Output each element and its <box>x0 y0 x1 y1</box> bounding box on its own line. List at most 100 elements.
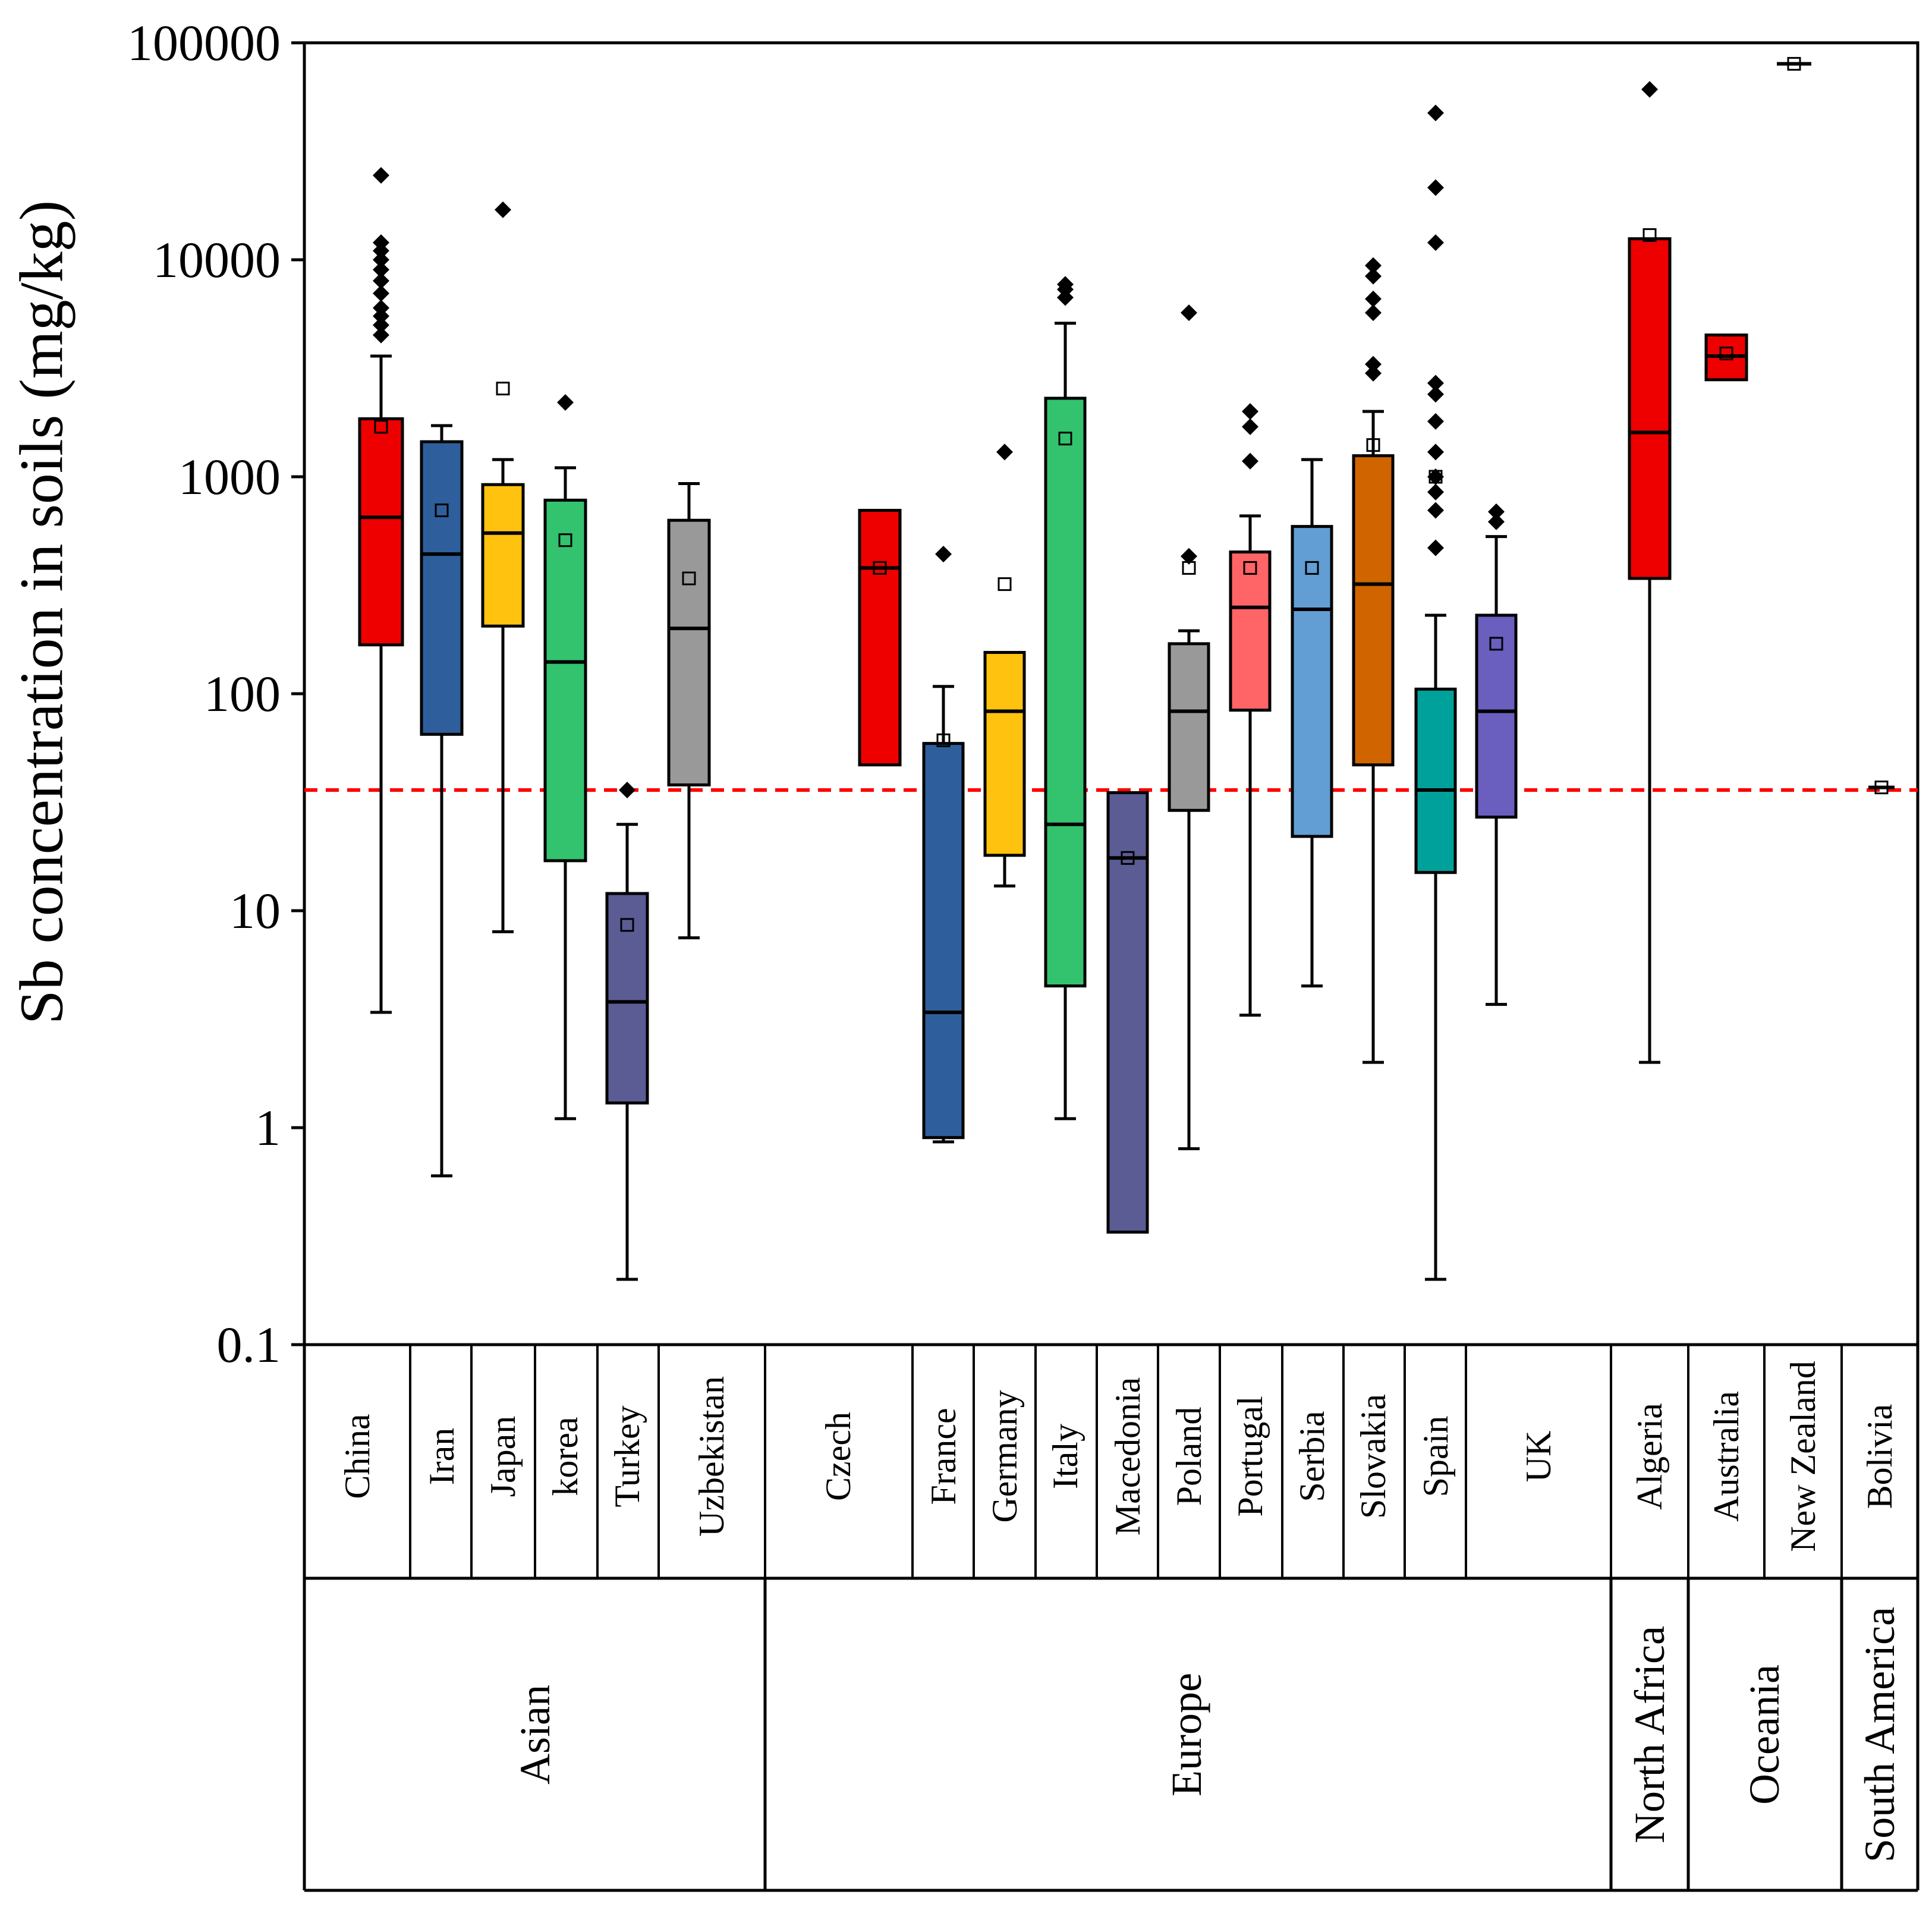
outlier-point <box>373 234 389 251</box>
box-czech <box>858 509 902 767</box>
country-label: China <box>338 1414 377 1499</box>
mean-marker <box>1489 637 1503 651</box>
mean-marker <box>1121 851 1135 865</box>
country-label: Czech <box>819 1412 858 1501</box>
mean-marker <box>1642 228 1657 242</box>
region-label: Oceania <box>1741 1664 1788 1805</box>
y-tick-label: 1 <box>255 1099 281 1156</box>
outlier-point <box>373 299 389 316</box>
outlier-point <box>619 781 635 798</box>
country-label: Spain <box>1416 1416 1455 1497</box>
country-label: Poland <box>1169 1407 1209 1506</box>
box-korea <box>543 498 587 863</box>
mean-marker <box>1787 56 1801 71</box>
outlier-point <box>1488 513 1505 530</box>
mean-marker <box>873 561 887 575</box>
outlier-point <box>1181 304 1197 322</box>
outlier-point <box>1242 418 1258 435</box>
outlier-point <box>373 261 389 278</box>
mean-marker <box>374 420 388 434</box>
box-germany <box>983 651 1026 857</box>
box-turkey <box>605 892 649 1104</box>
region-label: Asian <box>511 1685 559 1785</box>
mean-marker <box>936 733 951 747</box>
mean-marker <box>558 533 572 547</box>
box-france <box>922 742 965 1140</box>
region-label: Europe <box>1163 1673 1210 1796</box>
outlier-point <box>1365 364 1382 382</box>
y-tick-label: 100000 <box>127 14 281 71</box>
outlier-point <box>1365 304 1382 322</box>
outlier-point <box>1641 81 1658 98</box>
country-label: Algeria <box>1630 1403 1669 1510</box>
y-tick-label: 10 <box>229 882 281 939</box>
outlier-point <box>1365 290 1382 307</box>
box-algeria <box>1628 237 1672 580</box>
mean-marker <box>1874 781 1889 795</box>
box-uzbekistan <box>667 518 711 786</box>
outlier-point <box>557 394 574 411</box>
country-label: korea <box>546 1417 585 1496</box>
outlier-point <box>1181 547 1197 565</box>
mean-marker <box>1305 561 1319 575</box>
outlier-point <box>1365 268 1382 285</box>
country-label: France <box>924 1408 963 1505</box>
outlier-point <box>1427 179 1444 196</box>
country-label: UK <box>1519 1431 1558 1483</box>
outlier-point <box>1427 539 1444 556</box>
box-uk <box>1475 613 1518 819</box>
outlier-point <box>1427 386 1444 403</box>
mean-marker <box>620 918 634 932</box>
country-label: Uzbekistan <box>692 1376 731 1537</box>
country-label: Serbia <box>1292 1411 1332 1502</box>
mean-marker <box>1058 432 1072 446</box>
outlier-point <box>1488 503 1505 520</box>
box-iran <box>420 440 464 736</box>
y-tick-label: 0.1 <box>217 1316 281 1373</box>
outlier-point <box>1427 468 1444 485</box>
y-axis-title: Sb concentration in soils (mg/kg) <box>8 200 76 1024</box>
y-tick-label: 10000 <box>153 231 281 288</box>
outlier-point <box>935 546 952 563</box>
outlier-point <box>996 443 1013 461</box>
mean-marker <box>998 577 1012 591</box>
box-italy <box>1044 396 1087 988</box>
y-tick-label: 100 <box>204 665 281 722</box>
country-label: Portugal <box>1231 1396 1270 1516</box>
mean-marker <box>1366 438 1380 452</box>
outlier-point <box>373 251 389 268</box>
outlier-point <box>495 201 511 218</box>
outlier-point <box>1365 257 1382 274</box>
country-label: Iran <box>422 1428 461 1486</box>
mean-marker <box>1719 347 1733 361</box>
country-label: Italy <box>1046 1424 1085 1489</box>
country-label: Japan <box>483 1416 523 1497</box>
region-label: South America <box>1856 1607 1903 1862</box>
outlier-point <box>373 326 389 344</box>
mean-marker <box>435 504 449 518</box>
outlier-point <box>1242 403 1258 420</box>
country-label: Macedonia <box>1108 1377 1147 1536</box>
outlier-point <box>1427 234 1444 251</box>
country-label: Turkey <box>608 1405 647 1507</box>
country-label: Slovakia <box>1354 1394 1393 1519</box>
box-spain <box>1414 687 1457 874</box>
outlier-point <box>1427 443 1444 461</box>
outlier-point <box>1427 105 1444 122</box>
box-serbia <box>1291 525 1333 838</box>
box-slovakia <box>1352 454 1395 767</box>
mean-marker <box>682 571 696 586</box>
outlier-point <box>1427 413 1444 430</box>
outlier-point <box>1427 483 1444 501</box>
outlier-point <box>373 272 389 289</box>
country-label: Bolivia <box>1860 1404 1899 1509</box>
box-portugal <box>1229 550 1272 712</box>
country-label: Germany <box>985 1390 1024 1522</box>
outlier-point <box>1427 502 1444 519</box>
outlier-point <box>373 285 389 302</box>
region-label: North Africa <box>1626 1626 1673 1843</box>
mean-marker <box>1243 561 1257 575</box>
y-tick-label: 1000 <box>178 448 281 505</box>
box-macedonia <box>1106 791 1149 1234</box>
